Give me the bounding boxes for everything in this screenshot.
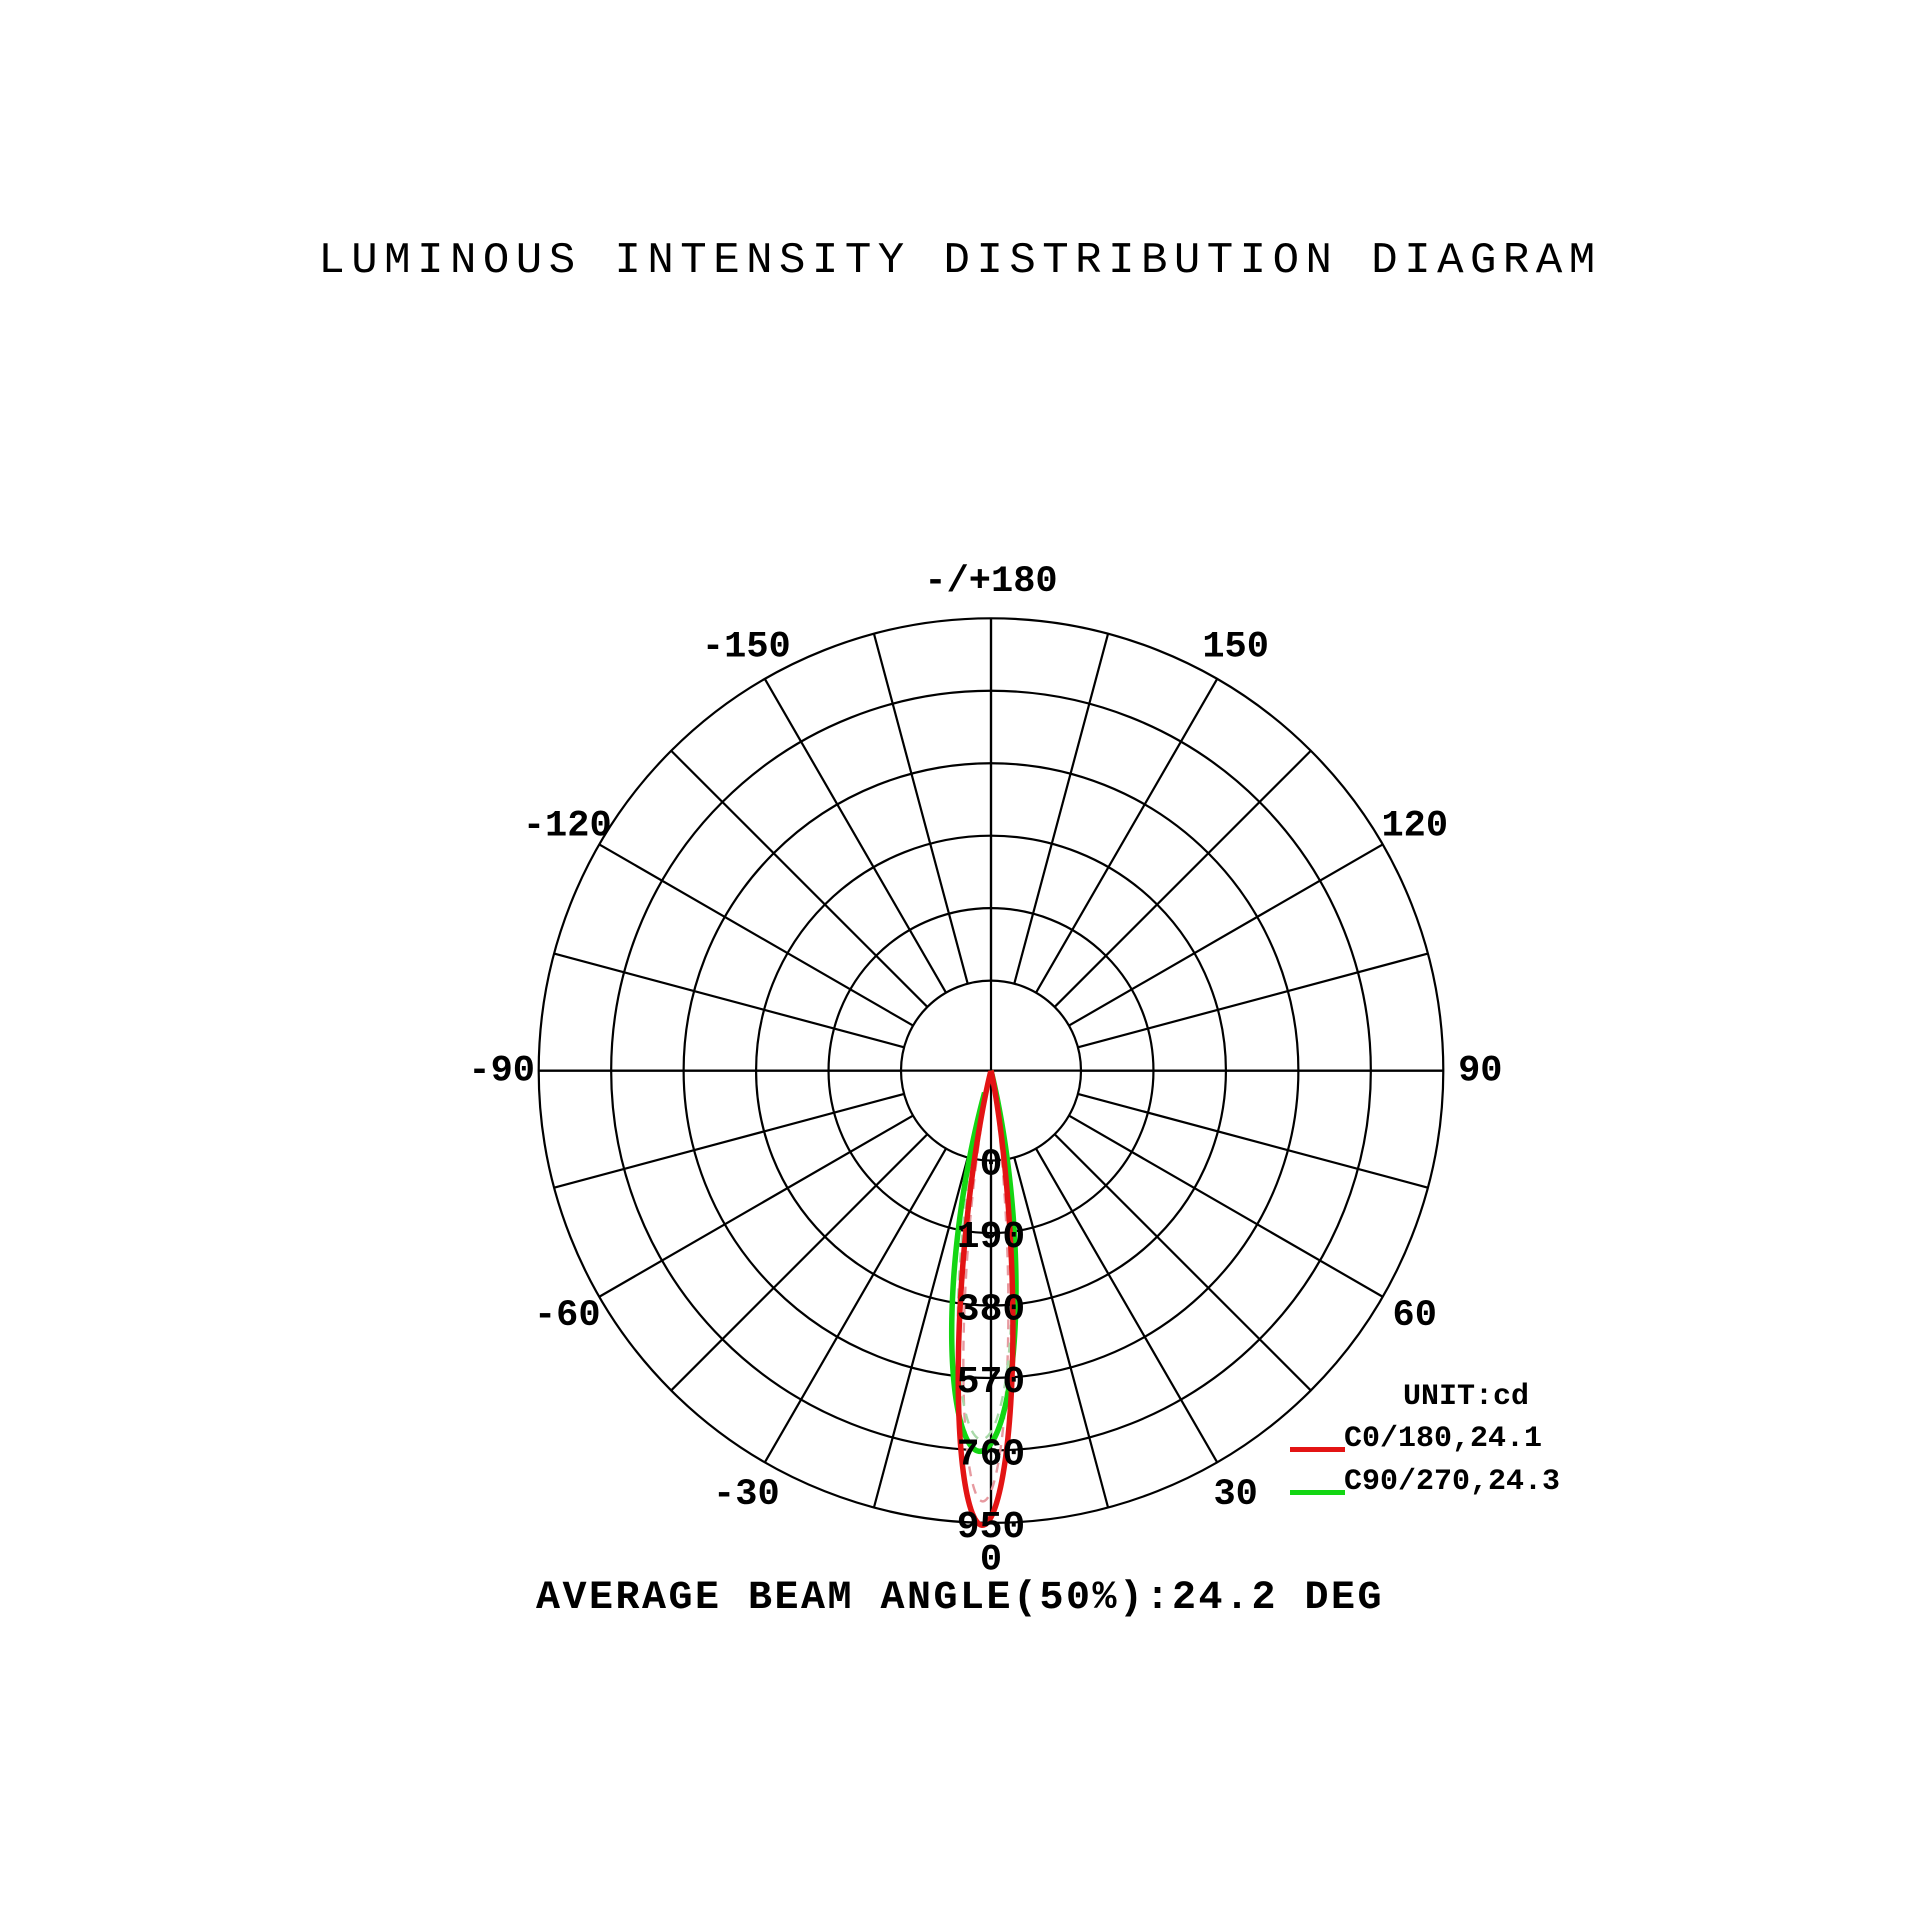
svg-text:0: 0: [980, 1144, 1003, 1187]
svg-text:30: 30: [1213, 1474, 1257, 1516]
svg-text:-60: -60: [534, 1295, 601, 1337]
svg-text:570: 570: [957, 1361, 1025, 1404]
svg-text:-90: -90: [468, 1050, 535, 1092]
svg-text:60: 60: [1393, 1295, 1437, 1337]
svg-text:380: 380: [957, 1289, 1025, 1332]
svg-text:-30: -30: [713, 1474, 780, 1516]
svg-text:-120: -120: [523, 806, 612, 848]
svg-text:-/+180: -/+180: [924, 561, 1057, 603]
svg-text:120: 120: [1381, 806, 1448, 848]
svg-text:-150: -150: [702, 627, 791, 669]
svg-text:150: 150: [1202, 627, 1269, 669]
svg-text:190: 190: [957, 1216, 1025, 1259]
svg-text:90: 90: [1458, 1050, 1502, 1092]
svg-text:950: 950: [957, 1506, 1025, 1549]
svg-text:760: 760: [957, 1433, 1025, 1476]
